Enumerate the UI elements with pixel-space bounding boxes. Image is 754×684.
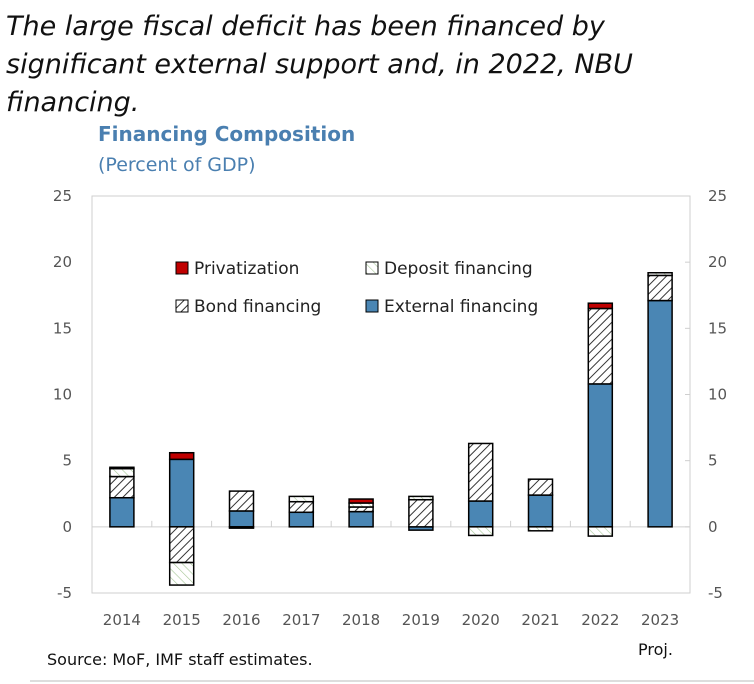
legend-label-deposit: Deposit financing (384, 259, 533, 279)
y-tick-label-right: 20 (708, 253, 727, 271)
bar-bond-financing-2017 (288, 500, 315, 514)
x-tick-label: 2018 (342, 611, 380, 629)
legend-swatch-privatization (175, 261, 189, 275)
bar-deposit-financing-2014 (109, 467, 135, 478)
bar-bond-financing-2016 (228, 490, 255, 512)
bar-privatization-2015 (168, 451, 195, 461)
bar-external-financing-2016 (228, 510, 255, 528)
bar-external-financing-2021 (527, 494, 554, 528)
x-tick-label: 2020 (462, 611, 500, 629)
bar-external-financing-2023 (647, 299, 673, 528)
y-tick-label-left: -5 (57, 584, 72, 602)
y-tick-label-left: 0 (62, 518, 72, 536)
bar-external-financing-2022 (587, 383, 614, 528)
bar-bond-financing-2020 (467, 442, 494, 502)
bar-bond-financing-2014 (109, 475, 135, 499)
legend-swatch-deposit (365, 261, 379, 275)
x-tick-label: 2015 (163, 611, 201, 629)
source-note: Source: MoF, IMF staff estimates. (47, 650, 313, 669)
bar-privatization-2014 (109, 466, 135, 470)
chart-title: Financing Composition (98, 122, 356, 146)
x-tick-label: 2022 (581, 611, 619, 629)
y-tick-label-right: -5 (708, 584, 723, 602)
x-tick-label: 2021 (521, 611, 559, 629)
legend-swatch-bond (175, 299, 189, 313)
x-tick-label: 2023 (641, 611, 679, 629)
y-tick-label-left: 10 (53, 386, 72, 404)
legend-swatch-external (365, 299, 379, 313)
bar-deposit-financing-2017 (288, 495, 315, 503)
legend-label-privatization: Privatization (194, 259, 299, 279)
y-tick-label-left: 20 (53, 253, 72, 271)
y-tick-label-left: 25 (53, 187, 72, 205)
legend-label-external: External financing (384, 297, 538, 317)
x-tick-label: 2019 (402, 611, 440, 629)
bar-bond-financing-2021 (527, 478, 554, 496)
bar-bond-financing-2023 (647, 274, 673, 302)
bar-deposit-financing-2023 (647, 272, 673, 277)
y-tick-label-right: 15 (708, 319, 727, 337)
bar-bond-financing-2015 (168, 526, 195, 564)
y-tick-label-right: 25 (708, 187, 727, 205)
projection-label: Proj. (638, 640, 673, 659)
divider (30, 680, 754, 682)
bar-deposit-financing-2020 (467, 526, 494, 537)
bar-deposit-financing-2022 (587, 526, 614, 537)
bar-bond-financing-2019 (408, 498, 434, 528)
y-tick-label-left: 5 (62, 452, 72, 470)
y-tick-label-right: 5 (708, 452, 718, 470)
bar-external-financing-2020 (467, 500, 494, 528)
y-tick-label-right: 10 (708, 386, 727, 404)
bar-external-financing-2017 (288, 511, 315, 528)
bar-external-financing-2018 (348, 510, 374, 528)
legend: Privatization Deposit financing Bond fin… (175, 259, 538, 317)
y-tick-label-left: 15 (53, 319, 72, 337)
legend-label-bond: Bond financing (194, 297, 321, 317)
bar-deposit-financing-2015 (168, 561, 195, 586)
bar-privatization-2022 (587, 302, 614, 310)
headline: The large fiscal deficit has been financ… (6, 11, 633, 118)
y-tick-label-right: 0 (708, 518, 718, 536)
x-tick-label: 2017 (282, 611, 320, 629)
bar-privatization-2018 (348, 498, 374, 504)
bar-bond-financing-2022 (587, 307, 614, 385)
bar-external-financing-2014 (109, 496, 135, 528)
x-tick-label: 2016 (222, 611, 260, 629)
x-tick-label: 2014 (103, 611, 141, 629)
bar-external-financing-2015 (168, 458, 195, 528)
bar-deposit-financing-2019 (408, 495, 434, 501)
chart-subtitle: (Percent of GDP) (98, 154, 256, 176)
bar-deposit-financing-2021 (527, 526, 554, 532)
bar-deposit-financing-2016 (228, 526, 255, 529)
